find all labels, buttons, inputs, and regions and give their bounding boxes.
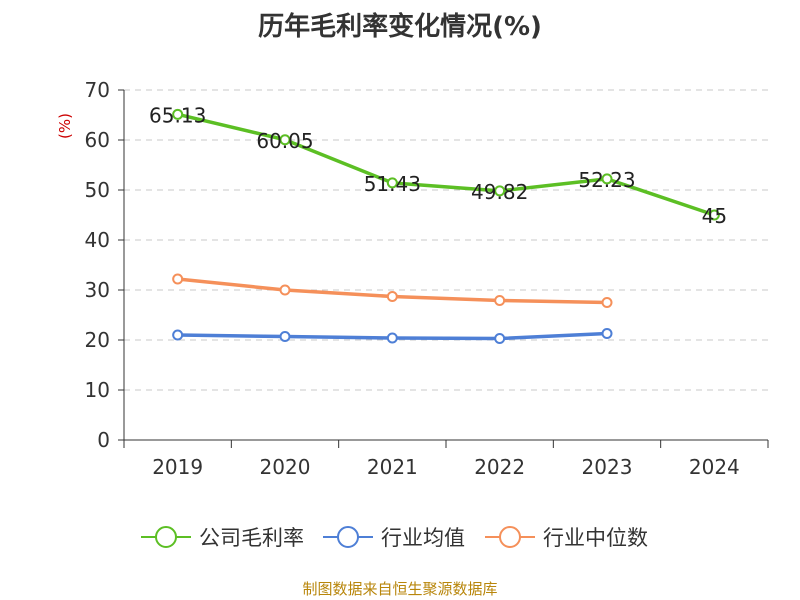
y-tick-label: 70 [85,78,110,102]
data-point [601,173,613,185]
x-tick-label: 2021 [367,455,418,479]
y-tick-label: 50 [85,178,110,202]
y-axis-label: (%) [56,113,74,139]
source-note: 制图数据来自恒生聚源数据库 [302,580,498,598]
legend-marker [155,526,177,548]
data-point [601,328,613,339]
legend-label: 行业中位数 [543,526,648,550]
x-tick-label: 2020 [260,455,311,479]
data-point [494,333,506,344]
data-label: 52.23 [578,168,635,192]
data-point [386,332,398,344]
data-point [386,177,398,189]
y-tick-label: 20 [85,328,110,352]
x-tick-label: 2019 [152,455,203,479]
data-label: 45 [702,204,727,228]
y-tick-label: 30 [85,278,110,302]
data-point [172,108,184,120]
data-label: 49.82 [471,180,528,204]
data-point [708,209,720,221]
data-point [279,284,291,296]
x-tick-label: 2023 [582,455,633,479]
data-point [172,273,184,285]
data-point [279,331,291,342]
data-label: 65.13 [149,103,206,127]
y-tick-label: 40 [85,228,110,252]
series-line [177,112,715,217]
data-point [601,297,613,308]
legend-marker [337,526,359,548]
data-point [494,185,506,197]
y-tick-label: 0 [97,428,110,452]
x-tick-label: 2024 [689,455,740,479]
legend-label: 公司毛利率 [199,526,304,550]
data-label: 51.43 [364,172,421,196]
data-point [386,291,398,302]
data-point [172,329,184,341]
x-tick-label: 2022 [474,455,525,479]
legend-marker [499,526,521,548]
chart-title: 历年毛利率变化情况(%) [258,12,542,42]
legend-label: 行业均值 [381,526,465,550]
data-point [279,134,291,146]
y-tick-label: 10 [85,378,110,402]
data-point [494,295,506,306]
data-label: 60.05 [256,129,313,153]
y-tick-label: 60 [85,128,110,152]
